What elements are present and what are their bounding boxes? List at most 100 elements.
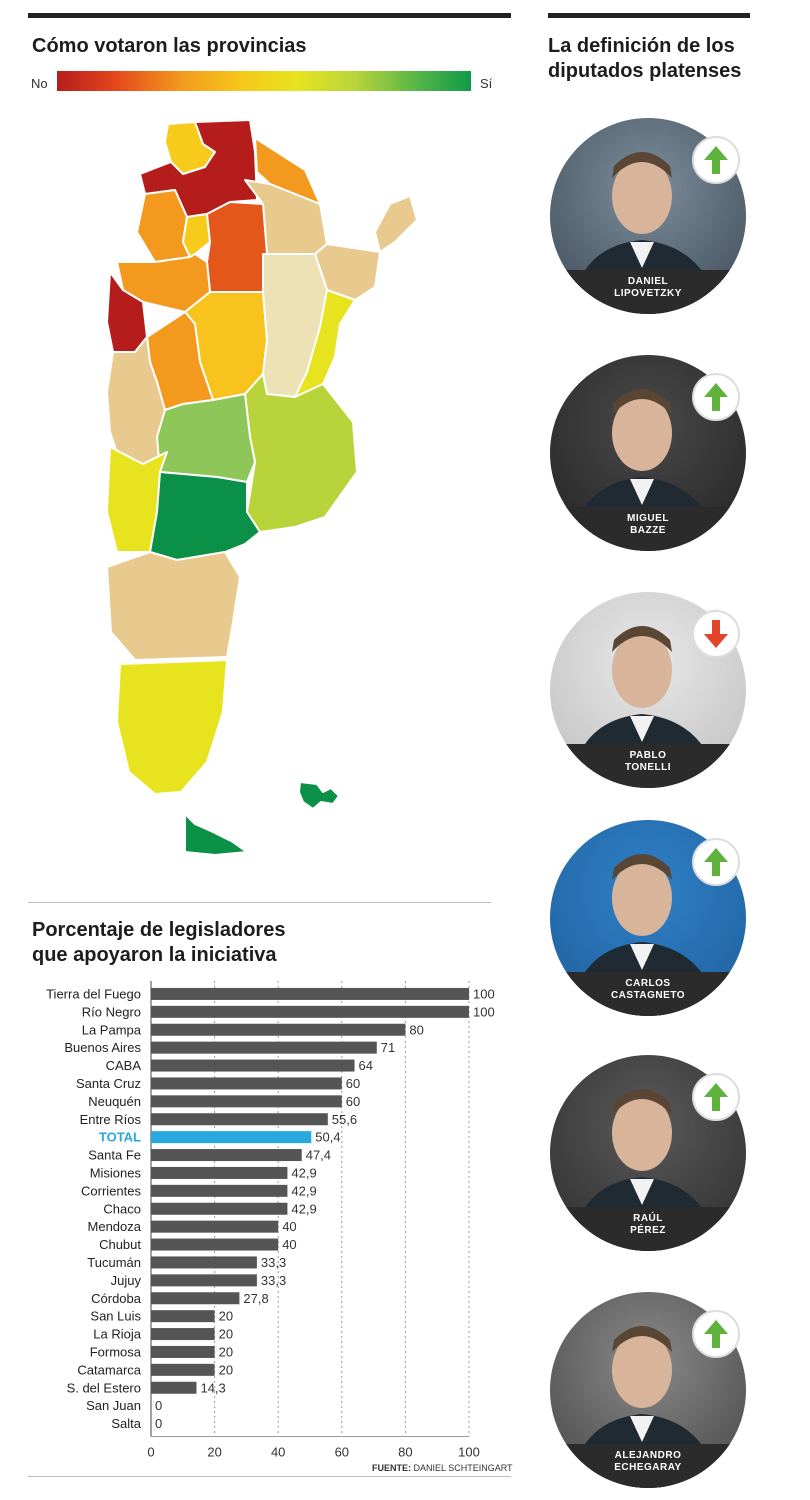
bar xyxy=(151,1202,288,1215)
value-label: 33,3 xyxy=(261,1255,286,1270)
value-label: 50,4 xyxy=(315,1130,340,1145)
bar xyxy=(151,1166,288,1179)
category-label: Jujuy xyxy=(111,1273,142,1288)
deputy-name: ALEJANDRO ECHEGARAY xyxy=(550,1450,746,1474)
category-label: Santa Cruz xyxy=(76,1076,141,1091)
legend-gradient xyxy=(57,71,471,91)
footer-rule xyxy=(28,1476,511,1477)
province-misiones xyxy=(374,195,418,253)
name-band xyxy=(550,270,746,314)
x-tick-label: 100 xyxy=(458,1445,480,1460)
deputies-title-line2: diputados platenses xyxy=(548,60,742,82)
deputy-name: DANIEL LIPOVETZKY xyxy=(550,276,746,300)
chart-title-line2: que apoyaron la iniciativa xyxy=(32,944,277,966)
deputy-first-name: MIGUEL xyxy=(627,513,669,524)
category-label: Buenos Aires xyxy=(64,1040,141,1055)
bar xyxy=(151,1023,406,1036)
deputy-card: CARLOS CASTAGNETO xyxy=(550,820,746,1016)
bar xyxy=(151,1077,342,1090)
x-tick-label: 0 xyxy=(147,1445,154,1460)
islas-malvinas xyxy=(298,781,340,810)
category-label: Chubut xyxy=(99,1237,141,1252)
bar xyxy=(151,1256,257,1269)
bar xyxy=(151,1238,279,1251)
legend-si-label: Sí xyxy=(480,76,493,91)
bar xyxy=(151,1292,240,1305)
category-label: Misiones xyxy=(90,1165,142,1180)
value-label: 20 xyxy=(219,1362,233,1377)
bar xyxy=(151,1041,377,1054)
value-label: 20 xyxy=(219,1344,233,1359)
name-band xyxy=(550,744,746,788)
bar xyxy=(151,1149,302,1162)
name-band xyxy=(550,972,746,1016)
province-sgo-estero xyxy=(206,201,268,293)
name-band xyxy=(550,1444,746,1488)
deputy-card: RAÚL PÉREZ xyxy=(550,1055,746,1251)
deputy-last-name: CASTAGNETO xyxy=(610,990,686,1001)
bar xyxy=(151,1310,215,1323)
deputy-last-name: ECHEGARAY xyxy=(614,1462,682,1473)
support-bar-chart: 0 20 40 60 80 100 Tierra del Fuego 100 Río Negro… xyxy=(46,981,495,1460)
category-label: Tucumán xyxy=(87,1255,141,1270)
bar xyxy=(151,1220,279,1233)
deputy-card: DANIEL LIPOVETZKY xyxy=(550,118,746,314)
source-label: FUENTE: xyxy=(372,1463,411,1473)
value-label: 0 xyxy=(155,1416,162,1431)
value-label: 100 xyxy=(473,1004,495,1019)
category-label: Santa Fe xyxy=(88,1148,141,1163)
top-rule-right xyxy=(548,13,750,18)
value-label: 47,4 xyxy=(306,1148,331,1163)
name-band xyxy=(550,507,746,551)
bar xyxy=(151,1005,469,1018)
deputy-first-name: ALEJANDRO xyxy=(614,1450,682,1461)
province-rio-negro xyxy=(149,471,261,561)
bar xyxy=(151,987,469,1000)
arrow-up-icon xyxy=(692,373,740,421)
bar xyxy=(151,1059,355,1072)
source-name: DANIEL SCHTEINGART xyxy=(413,1463,513,1473)
category-label: Mendoza xyxy=(88,1219,142,1234)
category-label: Chaco xyxy=(103,1201,141,1216)
category-label: San Luis xyxy=(90,1309,141,1324)
deputy-card: ALEJANDRO ECHEGARAY xyxy=(550,1292,746,1488)
bar xyxy=(151,1184,288,1197)
deputy-name: CARLOS CASTAGNETO xyxy=(550,978,746,1002)
deputy-first-name: DANIEL xyxy=(627,276,669,287)
category-label: Corrientes xyxy=(81,1183,141,1198)
bar xyxy=(151,1095,342,1108)
value-label: 40 xyxy=(282,1237,296,1252)
province-tierra-del-fuego xyxy=(184,813,248,856)
value-label: 42,9 xyxy=(291,1201,316,1216)
x-tick-label: 40 xyxy=(271,1445,285,1460)
province-tucuman xyxy=(182,213,211,258)
deputy-photo: CARLOS CASTAGNETO xyxy=(550,820,746,1016)
province-la-pampa xyxy=(156,393,256,483)
chart-title-line1: Porcentaje de legisladores xyxy=(32,919,286,941)
deputy-last-name: PÉREZ xyxy=(630,1225,666,1236)
arrow-up-icon xyxy=(692,1073,740,1121)
province-chubut xyxy=(106,551,241,661)
category-label: Tierra del Fuego xyxy=(46,986,141,1001)
value-label: 100 xyxy=(473,986,495,1001)
deputy-last-name: BAZZE xyxy=(630,525,666,536)
bar xyxy=(151,1363,215,1376)
bar xyxy=(151,1328,215,1341)
arrow-up-icon xyxy=(692,136,740,184)
arrow-up-icon xyxy=(692,838,740,886)
province-buenos-aires xyxy=(244,373,358,533)
category-label: Salta xyxy=(111,1416,141,1431)
deputy-card: MIGUEL BAZZE xyxy=(550,355,746,551)
value-label: 20 xyxy=(219,1327,233,1342)
legend-no-label: No xyxy=(31,76,48,91)
value-label: 80 xyxy=(409,1022,423,1037)
category-label: Córdoba xyxy=(91,1291,142,1306)
category-label: TOTAL xyxy=(99,1130,141,1145)
value-label: 60 xyxy=(346,1076,360,1091)
category-label: La Rioja xyxy=(93,1327,141,1342)
bar xyxy=(151,1131,312,1144)
value-label: 0 xyxy=(155,1398,162,1413)
section-divider xyxy=(28,902,491,903)
deputy-last-name: TONELLI xyxy=(624,762,672,773)
value-label: 71 xyxy=(381,1040,395,1055)
